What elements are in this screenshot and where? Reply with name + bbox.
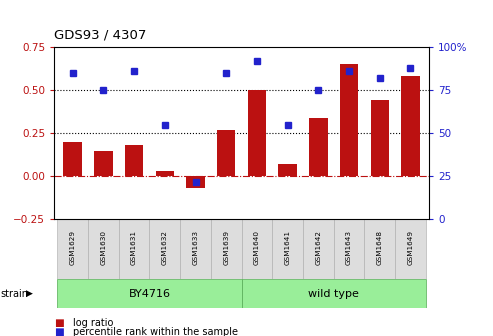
Bar (371, 100, 389, 176)
Text: ■: ■ (54, 318, 64, 328)
FancyBboxPatch shape (57, 219, 88, 279)
Bar (217, 130, 236, 176)
Text: GSM1633: GSM1633 (192, 230, 199, 265)
FancyBboxPatch shape (88, 219, 119, 279)
Text: GSM1629: GSM1629 (70, 230, 75, 265)
FancyBboxPatch shape (364, 219, 395, 279)
Bar (64, 142, 82, 176)
Text: GSM1649: GSM1649 (408, 230, 414, 265)
FancyBboxPatch shape (395, 219, 426, 279)
Bar (401, 76, 420, 176)
Bar (186, 176, 205, 188)
Text: GSM1640: GSM1640 (254, 230, 260, 265)
Text: GSM1642: GSM1642 (316, 230, 321, 265)
Text: GSM1630: GSM1630 (101, 230, 106, 265)
FancyBboxPatch shape (180, 219, 211, 279)
FancyBboxPatch shape (272, 219, 303, 279)
Bar (125, 145, 143, 176)
FancyBboxPatch shape (211, 219, 242, 279)
FancyBboxPatch shape (303, 219, 334, 279)
Text: ▶: ▶ (26, 289, 33, 298)
Text: BY4716: BY4716 (129, 289, 171, 299)
Text: ■: ■ (54, 327, 64, 336)
Bar (279, 164, 297, 176)
FancyBboxPatch shape (334, 219, 364, 279)
Text: strain: strain (0, 289, 29, 299)
Text: GSM1632: GSM1632 (162, 230, 168, 265)
Text: GSM1648: GSM1648 (377, 230, 383, 265)
Bar (94, 151, 112, 176)
Bar (340, 64, 358, 176)
Text: GSM1639: GSM1639 (223, 230, 229, 265)
Bar (247, 90, 266, 176)
FancyBboxPatch shape (119, 219, 149, 279)
Bar (156, 171, 174, 176)
Text: percentile rank within the sample: percentile rank within the sample (73, 327, 238, 336)
Text: GSM1631: GSM1631 (131, 230, 137, 265)
Text: log ratio: log ratio (73, 318, 113, 328)
FancyBboxPatch shape (149, 219, 180, 279)
FancyBboxPatch shape (242, 219, 272, 279)
Text: GSM1641: GSM1641 (284, 230, 291, 265)
FancyBboxPatch shape (242, 279, 426, 308)
FancyBboxPatch shape (57, 279, 242, 308)
Text: wild type: wild type (308, 289, 359, 299)
Text: GSM1643: GSM1643 (346, 230, 352, 265)
Bar (309, 118, 327, 176)
Text: GDS93 / 4307: GDS93 / 4307 (54, 29, 146, 42)
